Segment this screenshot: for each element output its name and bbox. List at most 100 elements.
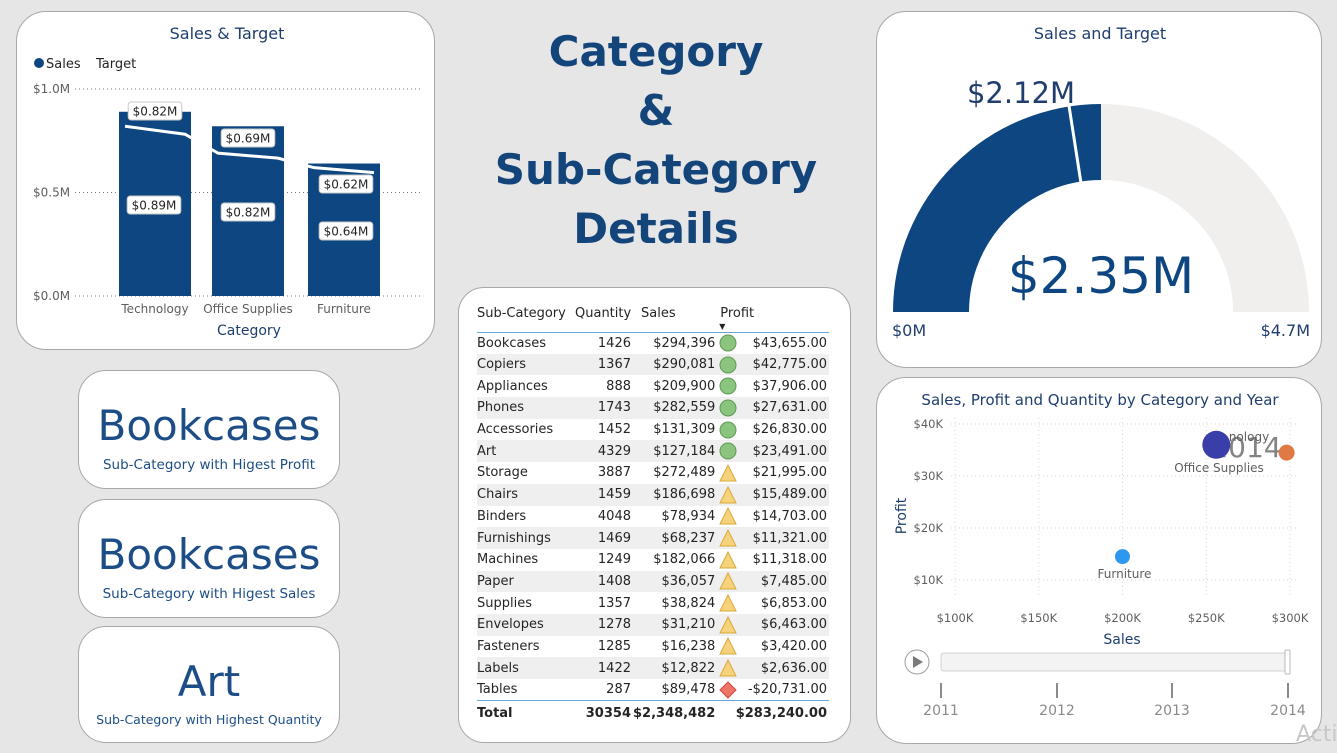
legend-sales-label: Sales bbox=[46, 57, 81, 72]
cell-sales: $89,478 bbox=[661, 682, 716, 698]
table-row[interactable]: Envelopes 1278 $31,210 $6,463.00 bbox=[477, 613, 829, 636]
table-row[interactable]: Chairs 1459 $186,698 $15,489.00 bbox=[477, 483, 829, 506]
indicator-shape bbox=[719, 334, 737, 352]
cell-sales: $186,698 bbox=[633, 483, 718, 506]
cell-profit: $26,830.00 bbox=[752, 422, 827, 438]
data-label-target: $0.69M bbox=[226, 132, 271, 146]
green-circle-icon bbox=[719, 442, 737, 460]
yellow-triangle-icon bbox=[719, 463, 738, 482]
table-row[interactable]: Binders 4048 $78,934 $14,703.00 bbox=[477, 506, 829, 528]
table-row[interactable]: Supplies 1357 $38,824 $6,853.00 bbox=[477, 592, 829, 614]
table-row[interactable]: Art 4329 $127,184 $23,491.00 bbox=[477, 440, 829, 463]
table-row[interactable]: Fasteners 1285 $16,238 $3,420.00 bbox=[477, 636, 829, 658]
play-axis-year-label: 2011 bbox=[923, 703, 959, 719]
indicator-shape bbox=[719, 399, 737, 417]
cell-profit-indicator bbox=[717, 440, 740, 463]
cell-subcategory: Storage bbox=[477, 465, 528, 481]
sort-descending-icon: ▼ bbox=[719, 322, 726, 331]
indicator-shape bbox=[719, 550, 738, 569]
cell-quantity: 1452 bbox=[597, 422, 631, 438]
play-axis-track[interactable] bbox=[940, 652, 1290, 672]
column-header-subcategory[interactable]: Sub-Category bbox=[477, 306, 566, 321]
cell-profit-indicator bbox=[717, 679, 739, 701]
cell-profit: $15,489.00 bbox=[739, 483, 829, 506]
cell-profit: -$20,731.00 bbox=[747, 682, 827, 698]
point-label-office-supplies: Office Supplies bbox=[1174, 461, 1264, 475]
cell-profit-indicator bbox=[717, 570, 740, 593]
data-label-sales: $0.64M bbox=[324, 225, 369, 239]
table-row[interactable]: Copiers 1367 $290,081 $42,775.00 bbox=[477, 353, 829, 376]
x-tick-label: $100K bbox=[937, 611, 974, 625]
table-row[interactable]: Storage 3887 $272,489 $21,995.00 bbox=[477, 462, 829, 484]
table-row[interactable]: Machines 1249 $182,066 $11,318.00 bbox=[477, 549, 829, 571]
scatter-point-office-supplies[interactable] bbox=[1278, 444, 1295, 461]
x-tick-label: Furniture bbox=[317, 302, 371, 316]
indicator-shape bbox=[719, 421, 737, 439]
column-header-sales[interactable]: Sales bbox=[641, 306, 676, 321]
column-header-profit-label: Profit bbox=[720, 306, 755, 321]
subcategory-table: Sub-Category Quantity Sales Profit ▼ Boo… bbox=[477, 304, 829, 726]
cell-profit-indicator bbox=[717, 332, 739, 354]
yellow-triangle-icon bbox=[719, 659, 738, 677]
cell-profit-indicator bbox=[717, 636, 739, 658]
cell-profit: $43,655.00 bbox=[752, 335, 827, 351]
indicator-shape bbox=[719, 485, 738, 504]
kpi-card-highest-quantity: Art Sub-Category with Highest Quantity bbox=[78, 626, 340, 743]
cell-profit-indicator bbox=[717, 549, 739, 571]
cell-subcategory: Fasteners bbox=[477, 638, 540, 654]
table-row[interactable]: Paper 1408 $36,057 $7,485.00 bbox=[477, 570, 829, 593]
green-circle-icon bbox=[719, 334, 737, 352]
kpi-card-highest-sales: Bookcases Sub-Category with Higest Sales bbox=[78, 499, 340, 618]
cell-sales: $38,824 bbox=[661, 595, 716, 611]
cell-quantity: 888 bbox=[606, 378, 631, 394]
table-row[interactable]: Furnishings 1469 $68,237 $11,321.00 bbox=[477, 527, 829, 549]
legend-target-label: Target bbox=[95, 57, 136, 72]
cell-profit-indicator bbox=[717, 527, 740, 549]
cell-quantity: 4048 bbox=[597, 508, 631, 524]
play-axis-handle[interactable] bbox=[1284, 649, 1291, 675]
cell-subcategory: Paper bbox=[477, 570, 575, 593]
gauge-value-fill bbox=[893, 104, 1101, 312]
cell-sales: $127,184 bbox=[633, 440, 718, 463]
cell-subcategory: Labels bbox=[477, 657, 575, 679]
data-label-target: $0.82M bbox=[133, 105, 178, 119]
data-label-sales-bg bbox=[126, 195, 182, 215]
table-row[interactable]: Labels 1422 $12,822 $2,636.00 bbox=[477, 657, 829, 679]
cell-sales: $68,237 bbox=[633, 527, 718, 549]
y-tick-label: $40K bbox=[914, 417, 944, 431]
kpi-highest-profit-label: Sub-Category with Higest Profit bbox=[102, 457, 316, 473]
total-quantity: 30354 bbox=[575, 700, 633, 726]
table-row[interactable]: Appliances 888 $209,900 $37,906.00 bbox=[477, 375, 829, 397]
indicator-shape bbox=[719, 572, 738, 590]
yellow-triangle-icon bbox=[719, 615, 738, 634]
data-label-sales-bg bbox=[220, 202, 276, 222]
cell-sales: $12,822 bbox=[633, 657, 718, 679]
cell-profit-indicator bbox=[717, 353, 740, 376]
column-header-profit[interactable]: Profit ▼ bbox=[717, 304, 829, 332]
cell-subcategory: Copiers bbox=[477, 353, 575, 376]
table-row[interactable]: Phones 1743 $282,559 $27,631.00 bbox=[477, 397, 829, 419]
cell-profit: $11,321.00 bbox=[739, 527, 829, 549]
activation-watermark: Acti bbox=[1296, 722, 1337, 747]
indicator-shape bbox=[719, 442, 737, 460]
cell-profit-indicator bbox=[717, 375, 739, 397]
x-tick-label: Technology bbox=[120, 302, 188, 316]
sales-target-bar-card: Sales & Target Sales Target $1.0M $0.5M $0.0M… bbox=[16, 11, 435, 350]
data-label-target-bg bbox=[127, 101, 183, 121]
data-label-target: $0.62M bbox=[324, 178, 369, 192]
cell-subcategory: Machines bbox=[477, 552, 539, 568]
play-icon bbox=[913, 656, 923, 668]
scatter-point-furniture[interactable] bbox=[1115, 549, 1130, 565]
column-header-quantity[interactable]: Quantity bbox=[575, 306, 632, 321]
point-label-furniture: Furniture bbox=[1098, 567, 1152, 581]
green-circle-icon bbox=[719, 421, 737, 439]
indicator-shape bbox=[719, 593, 738, 612]
x-tick-label: $300K bbox=[1272, 611, 1309, 625]
scatter-point-technology[interactable] bbox=[1202, 430, 1231, 459]
page-title-line-2: & bbox=[637, 86, 675, 135]
table-row[interactable]: Bookcases 1426 $294,396 $43,655.00 bbox=[477, 332, 829, 354]
table-total-row: Total 30354 $2,348,482 $283,240.00 bbox=[477, 700, 829, 726]
cell-sales: $78,934 bbox=[661, 508, 716, 524]
table-row[interactable]: Accessories 1452 $131,309 $26,830.00 bbox=[477, 419, 829, 441]
table-row[interactable]: Tables 287 $89,478 -$20,731.00 bbox=[477, 679, 829, 701]
